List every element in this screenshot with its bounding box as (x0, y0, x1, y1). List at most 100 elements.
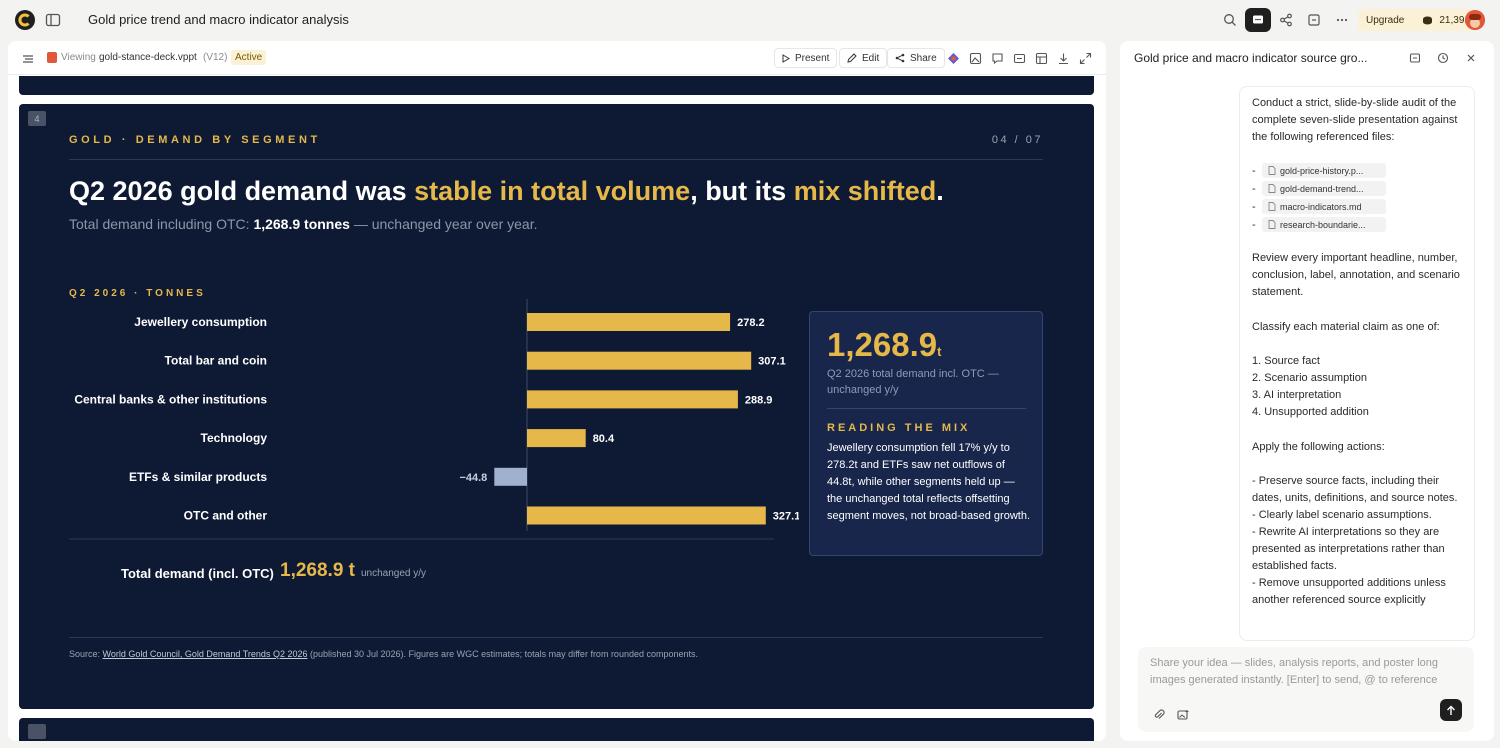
image-edit-icon[interactable] (968, 51, 982, 65)
kpi-number: 1,268.9 (827, 326, 938, 363)
viewer-toolbar: Viewing gold-stance-deck.vppt (V12) Acti… (8, 41, 1106, 75)
share-button[interactable]: Share (887, 48, 945, 68)
total-label: Total demand (incl. OTC) (121, 566, 274, 581)
outline-menu-icon[interactable] (22, 52, 34, 64)
document-title: Gold price trend and macro indicator ana… (88, 12, 349, 27)
status-badge: Active (231, 50, 267, 65)
document-icon (1268, 220, 1276, 229)
file-version: (V12) (203, 52, 228, 63)
search-icon[interactable] (1221, 11, 1239, 29)
chat-icon (1253, 15, 1263, 24)
source-note: Source: World Gold Council, Gold Demand … (69, 649, 698, 659)
list-dash: - (1252, 165, 1256, 177)
file-chip[interactable]: macro-indicators.md (1262, 199, 1386, 214)
edit-label: Edit (862, 52, 880, 64)
document-icon (1268, 202, 1276, 211)
credits-coin-icon (1423, 16, 1433, 24)
attach-icon[interactable] (1152, 708, 1166, 722)
message-actions: - Preserve source facts, including their… (1252, 475, 1458, 606)
headline-highlight: stable in total volume (414, 176, 691, 206)
divider (69, 637, 1043, 638)
credits-count: 21,391 (1439, 14, 1470, 26)
category-label: OTC and other (184, 509, 268, 523)
bar (527, 506, 766, 525)
app-logo-icon[interactable] (14, 9, 36, 31)
chat-title: Gold price and macro indicator source gr… (1134, 51, 1368, 65)
total-note: unchanged y/y (361, 568, 427, 579)
upgrade-button[interactable]: Upgrade 21,391 (1358, 9, 1478, 31)
category-label: Jewellery consumption (134, 315, 267, 329)
source-prefix: Source: (69, 649, 103, 659)
category-label: ETFs & similar products (129, 470, 267, 484)
add-slide-icon[interactable] (1012, 51, 1026, 65)
slide-scroll-area[interactable]: 4 GOLD · DEMAND BY SEGMENT 04 / 07 Q2 20… (8, 76, 1106, 741)
chat-toggle-button[interactable] (1245, 8, 1271, 32)
bar (527, 351, 752, 370)
message-intro: Conduct a strict, slide-by-slide audit o… (1252, 97, 1458, 143)
upgrade-label: Upgrade (1366, 14, 1405, 26)
history-icon[interactable] (1436, 51, 1450, 65)
file-name: gold-demand-trend... (1280, 183, 1364, 194)
file-chip[interactable]: gold-demand-trend... (1262, 181, 1386, 196)
share-icon[interactable] (1277, 11, 1295, 29)
slide-viewer-panel: Viewing gold-stance-deck.vppt (V12) Acti… (8, 41, 1106, 741)
top-bar: Gold price trend and macro indicator ana… (0, 0, 1500, 40)
new-window-icon[interactable] (1408, 51, 1422, 65)
bar (527, 313, 731, 331)
kpi-value: 1,268.9t (827, 326, 941, 364)
layout-icon[interactable] (1034, 51, 1048, 65)
comment-icon[interactable] (990, 51, 1004, 65)
close-icon[interactable] (1464, 51, 1478, 65)
list-dash: - (1252, 219, 1256, 231)
slide-4: 4 GOLD · DEMAND BY SEGMENT 04 / 07 Q2 20… (19, 104, 1094, 709)
theme-icon[interactable] (946, 51, 960, 65)
send-button[interactable] (1440, 699, 1462, 721)
bookmark-icon[interactable] (1305, 11, 1323, 29)
divider (827, 408, 1026, 409)
fullscreen-icon[interactable] (1078, 51, 1092, 65)
slide-headline: Q2 2026 gold demand was stable in total … (69, 176, 944, 207)
message-paragraph: Classify each material claim as one of: (1252, 321, 1440, 333)
file-chip[interactable]: gold-price-history.p... (1262, 163, 1386, 178)
user-message: Conduct a strict, slide-by-slide audit o… (1239, 86, 1475, 641)
kpi-body: Jewellery consumption fell 17% y/y to 27… (827, 442, 1031, 522)
previous-slide[interactable] (19, 76, 1094, 95)
source-suffix: (published 30 Jul 2026). Figures are WGC… (307, 649, 698, 659)
avatar[interactable] (1465, 10, 1485, 30)
add-image-icon[interactable] (1176, 708, 1190, 722)
edit-button[interactable]: Edit (839, 48, 888, 68)
category-label: Total bar and coin (165, 354, 267, 368)
kpi-unit: t (937, 344, 942, 359)
sidebar-toggle-icon[interactable] (44, 11, 62, 29)
share-label: Share (910, 52, 937, 64)
file-name: research-boundarie... (1280, 219, 1366, 230)
message-paragraph: Review every important headline, number,… (1252, 252, 1460, 298)
file-name: gold-price-history.p... (1280, 165, 1364, 176)
download-icon[interactable] (1056, 51, 1070, 65)
source-link[interactable]: World Gold Council, Gold Demand Trends Q… (102, 649, 308, 659)
slide-number-badge (28, 724, 46, 739)
play-icon (782, 53, 790, 63)
present-button[interactable]: Present (774, 48, 838, 68)
more-icon[interactable] (1333, 11, 1351, 29)
headline-part: . (936, 176, 944, 206)
subtitle-emphasis: 1,268.9 tonnes (253, 216, 350, 232)
document-icon (1268, 184, 1276, 193)
message-list: 1. Source fact 2. Scenario assumption 3.… (1252, 355, 1369, 418)
category-label: Technology (201, 431, 268, 445)
demand-bar-chart: Jewellery consumption 278.2 Total bar and … (69, 299, 799, 540)
composer-input[interactable]: Share your idea — slides, analysis repor… (1150, 657, 1438, 686)
bar (527, 429, 586, 448)
value-label: 288.9 (745, 394, 773, 406)
list-dash: - (1252, 183, 1256, 195)
chat-composer[interactable]: Share your idea — slides, analysis repor… (1138, 647, 1474, 732)
bar (527, 390, 738, 409)
value-label: 80.4 (593, 433, 615, 445)
file-chip[interactable]: research-boundarie... (1262, 217, 1386, 232)
chat-panel: Gold price and macro indicator source gr… (1120, 41, 1494, 741)
headline-part: Q2 2026 gold demand was (69, 176, 415, 206)
next-slide[interactable] (19, 718, 1094, 741)
value-label: 278.2 (737, 317, 765, 329)
divider (69, 159, 1043, 160)
file-name: gold-stance-deck.vppt (99, 52, 197, 63)
